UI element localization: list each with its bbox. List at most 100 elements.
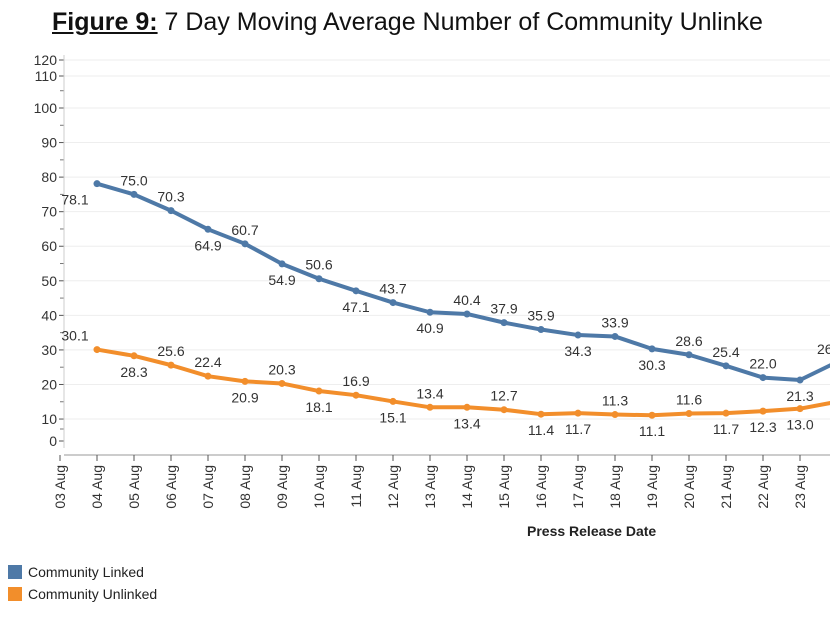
x-tick-label: 21 Aug bbox=[718, 465, 734, 509]
x-tick-label: 11 Aug bbox=[348, 465, 364, 508]
data-point[interactable] bbox=[463, 310, 471, 318]
data-label: 11.4 bbox=[528, 422, 554, 438]
y-tick-label: 30 bbox=[41, 342, 57, 358]
data-label: 22.4 bbox=[194, 354, 221, 370]
y-tick-label: 70 bbox=[41, 204, 57, 220]
data-point[interactable] bbox=[500, 406, 508, 414]
y-tick-label: 20 bbox=[41, 376, 57, 392]
data-label: 13.4 bbox=[453, 415, 480, 431]
data-label: 30.3 bbox=[638, 357, 665, 373]
legend-swatch bbox=[8, 587, 22, 601]
data-point[interactable] bbox=[759, 374, 767, 382]
data-point[interactable] bbox=[611, 411, 619, 419]
data-label: 30.1 bbox=[61, 328, 88, 344]
data-point[interactable] bbox=[93, 346, 101, 354]
y-tick-label: 100 bbox=[34, 100, 58, 116]
data-label: 11.6 bbox=[676, 392, 702, 408]
data-point[interactable] bbox=[167, 207, 175, 215]
data-point[interactable] bbox=[611, 332, 619, 340]
data-point[interactable] bbox=[278, 379, 286, 387]
y-tick-label: 60 bbox=[41, 238, 57, 254]
data-point[interactable] bbox=[352, 391, 360, 399]
data-label: 11.1 bbox=[639, 423, 665, 439]
data-point[interactable] bbox=[204, 225, 212, 233]
x-tick-label: 10 Aug bbox=[311, 465, 327, 509]
data-label: 26 bbox=[817, 341, 830, 357]
legend-swatch bbox=[8, 565, 22, 579]
x-tick-label: 07 Aug bbox=[200, 465, 216, 509]
legend-item-unlinked[interactable]: Community Unlinked bbox=[8, 586, 157, 602]
data-point[interactable] bbox=[648, 345, 656, 353]
data-point[interactable] bbox=[759, 407, 767, 415]
data-point[interactable] bbox=[389, 397, 397, 405]
data-point[interactable] bbox=[241, 240, 249, 248]
data-point[interactable] bbox=[722, 409, 730, 417]
data-point[interactable] bbox=[648, 411, 656, 419]
data-label: 50.6 bbox=[305, 257, 332, 273]
data-point[interactable] bbox=[352, 287, 360, 295]
data-label: 28.6 bbox=[675, 333, 702, 349]
legend-item-linked[interactable]: Community Linked bbox=[8, 564, 144, 580]
data-label: 33.9 bbox=[601, 314, 628, 330]
data-label: 12.7 bbox=[490, 388, 517, 404]
x-tick-label: 09 Aug bbox=[274, 465, 290, 509]
chart-title: Figure 9: 7 Day Moving Average Number of… bbox=[52, 8, 763, 36]
data-point[interactable] bbox=[426, 308, 434, 316]
data-label: 43.7 bbox=[379, 281, 406, 297]
y-tick-label: 40 bbox=[41, 307, 57, 323]
data-point[interactable] bbox=[204, 372, 212, 380]
data-point[interactable] bbox=[537, 410, 545, 418]
y-tick-label: 80 bbox=[41, 169, 57, 185]
data-label: 34.3 bbox=[564, 343, 591, 359]
data-label: 64.9 bbox=[194, 237, 221, 253]
x-tick-label: 04 Aug bbox=[89, 465, 105, 509]
x-tick-label: 20 Aug bbox=[681, 465, 697, 509]
data-label: 25.4 bbox=[712, 344, 739, 360]
data-point[interactable] bbox=[685, 351, 693, 359]
data-label: 54.9 bbox=[268, 272, 295, 288]
data-label: 11.7 bbox=[713, 421, 739, 437]
data-point[interactable] bbox=[574, 409, 582, 417]
data-label: 70.3 bbox=[157, 189, 184, 205]
data-label: 47.1 bbox=[342, 299, 369, 315]
x-tick-label: 05 Aug bbox=[126, 465, 142, 509]
x-tick-label: 03 Aug bbox=[52, 465, 68, 509]
data-point[interactable] bbox=[93, 180, 101, 188]
data-label: 78.1 bbox=[61, 192, 88, 208]
data-point[interactable] bbox=[463, 403, 471, 411]
data-point[interactable] bbox=[796, 376, 804, 384]
data-point[interactable] bbox=[389, 299, 397, 307]
data-point[interactable] bbox=[130, 352, 138, 360]
x-tick-label: 15 Aug bbox=[496, 465, 512, 509]
x-tick-label: 06 Aug bbox=[163, 465, 179, 509]
x-tick-label: 17 Aug bbox=[570, 465, 586, 509]
data-label: 60.7 bbox=[231, 222, 258, 238]
data-point[interactable] bbox=[426, 403, 434, 411]
x-tick-label: 18 Aug bbox=[607, 465, 623, 509]
data-point[interactable] bbox=[574, 331, 582, 339]
data-point[interactable] bbox=[241, 377, 249, 385]
data-point[interactable] bbox=[130, 190, 138, 198]
data-label: 15.1 bbox=[379, 409, 406, 425]
data-point[interactable] bbox=[722, 362, 730, 370]
data-point[interactable] bbox=[500, 319, 508, 327]
data-label: 20.9 bbox=[231, 389, 258, 405]
data-label: 13.4 bbox=[416, 385, 443, 401]
data-point[interactable] bbox=[315, 387, 323, 395]
x-tick-label: 23 Aug bbox=[792, 465, 808, 509]
y-tick-label: 110 bbox=[35, 68, 58, 84]
data-point[interactable] bbox=[796, 405, 804, 413]
data-point[interactable] bbox=[685, 410, 693, 418]
data-point[interactable] bbox=[278, 260, 286, 268]
data-label: 28.3 bbox=[120, 364, 147, 380]
data-label: 40.4 bbox=[453, 292, 480, 308]
data-label: 13.0 bbox=[786, 417, 813, 433]
x-tick-label: 12 Aug bbox=[385, 465, 401, 509]
x-axis-title: Press Release Date bbox=[527, 523, 657, 539]
x-tick-label: 19 Aug bbox=[644, 465, 660, 509]
data-point[interactable] bbox=[167, 361, 175, 369]
data-point[interactable] bbox=[537, 326, 545, 334]
data-point[interactable] bbox=[315, 275, 323, 283]
data-label: 21.3 bbox=[786, 388, 813, 404]
